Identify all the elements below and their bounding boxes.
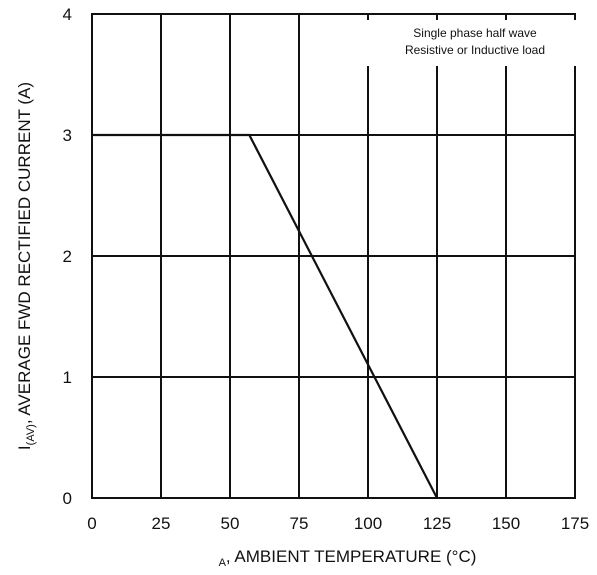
x-tick-label: 125 — [423, 514, 451, 533]
tick-layer: 0 25 50 75 100 125 150 175 0 1 2 3 4 — [63, 5, 590, 533]
note-line-2: Resistive or Inductive load — [405, 43, 545, 57]
x-tick-label: 75 — [290, 514, 309, 533]
y-tick-label: 1 — [63, 368, 72, 387]
series-layer — [92, 133, 438, 499]
y-tick-label: 4 — [63, 5, 72, 24]
y-tick-label: 2 — [63, 247, 72, 266]
y-axis-title-subscript: (AV) — [25, 424, 37, 445]
x-tick-label: 175 — [561, 514, 589, 533]
y-axis-title-main: I — [15, 445, 34, 450]
plot-frame — [91, 13, 576, 499]
note-line-1: Single phase half wave — [413, 26, 537, 40]
x-tick-label: 100 — [354, 514, 382, 533]
y-tick-label: 0 — [63, 489, 72, 508]
x-axis-title-subscript: A — [219, 557, 227, 569]
x-axis-title: A, AMBIENT TEMPERATURE (°C) — [219, 547, 477, 569]
y-axis-title-text: , AVERAGE FWD RECTIFIED CURRENT (A) — [15, 82, 34, 424]
derating-curve — [92, 133, 438, 499]
x-tick-label: 50 — [221, 514, 240, 533]
x-tick-label: 0 — [87, 514, 96, 533]
note-background — [367, 20, 583, 66]
y-tick-label: 3 — [63, 126, 72, 145]
x-tick-label: 150 — [492, 514, 520, 533]
y-axis-title: I(AV), AVERAGE FWD RECTIFIED CURRENT (A) — [15, 82, 37, 450]
x-tick-label: 25 — [152, 514, 171, 533]
grid-layer — [92, 14, 575, 498]
load-note: Single phase half wave Resistive or Indu… — [367, 20, 583, 66]
x-axis-title-text: , AMBIENT TEMPERATURE (°C) — [226, 547, 477, 566]
